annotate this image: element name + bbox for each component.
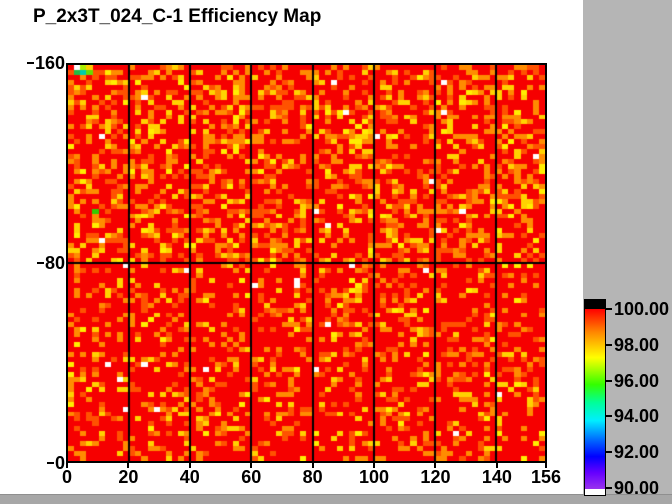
y-tick-mark — [26, 61, 34, 64]
colorbar-tick-label: 94.00 — [614, 406, 660, 427]
x-tick-mark — [373, 463, 376, 468]
colorbar-tick-mark — [606, 343, 612, 346]
colorbar-tick-mark — [606, 451, 612, 454]
y-tick-label: 80 — [0, 253, 65, 273]
x-tick-label: 20 — [118, 467, 139, 487]
efficiency-heatmap — [66, 63, 547, 463]
y-tick-value: 160 — [34, 53, 65, 73]
x-tick-mark — [434, 463, 437, 468]
y-tick-value: 80 — [44, 253, 65, 273]
y-tick-mark — [46, 461, 54, 464]
colorbar-tick-label: 98.00 — [614, 334, 660, 355]
x-tick-mark — [311, 463, 314, 468]
x-tick-label: 40 — [179, 467, 200, 487]
colorbar-tick-label: 100.00 — [614, 299, 670, 319]
y-tick-mark — [36, 261, 44, 264]
colorbar-overflow-cap — [585, 300, 605, 309]
colorbar — [584, 299, 606, 496]
y-tick-value: 0 — [54, 453, 65, 473]
colorbar-tick-label: 96.00 — [614, 370, 660, 391]
window-bottom-strip — [0, 494, 672, 504]
x-tick-label: 0 — [61, 467, 73, 487]
x-tick-mark — [495, 463, 498, 468]
x-tick-mark — [127, 463, 130, 468]
colorbar-tick-mark — [606, 308, 612, 310]
colorbar-tick-label: 92.00 — [614, 442, 660, 463]
x-tick-label: 120 — [420, 467, 451, 487]
x-tick-mark — [188, 463, 191, 468]
colorbar-tick-label: 90.00 — [614, 478, 660, 498]
x-tick-mark — [250, 463, 253, 468]
x-tick-label: 100 — [359, 467, 390, 487]
x-tick-label: 80 — [302, 467, 323, 487]
chart-title: P_2x3T_024_C-1 Efficiency Map — [33, 6, 322, 27]
heatmap-canvas — [68, 65, 545, 461]
colorbar-gradient — [585, 309, 605, 489]
x-tick-label: 60 — [241, 467, 262, 487]
y-tick-label: 160 — [0, 53, 65, 73]
x-tick-mark — [545, 463, 547, 468]
colorbar-tick-mark — [606, 487, 612, 489]
x-tick-mark — [66, 463, 68, 468]
colorbar-underflow-cap — [585, 489, 605, 495]
colorbar-tick-mark — [606, 379, 612, 382]
y-tick-label: 0 — [0, 453, 65, 473]
x-tick-label: 140 — [481, 467, 512, 487]
x-tick-label: 156 — [530, 467, 562, 487]
colorbar-tick-mark — [606, 415, 612, 418]
